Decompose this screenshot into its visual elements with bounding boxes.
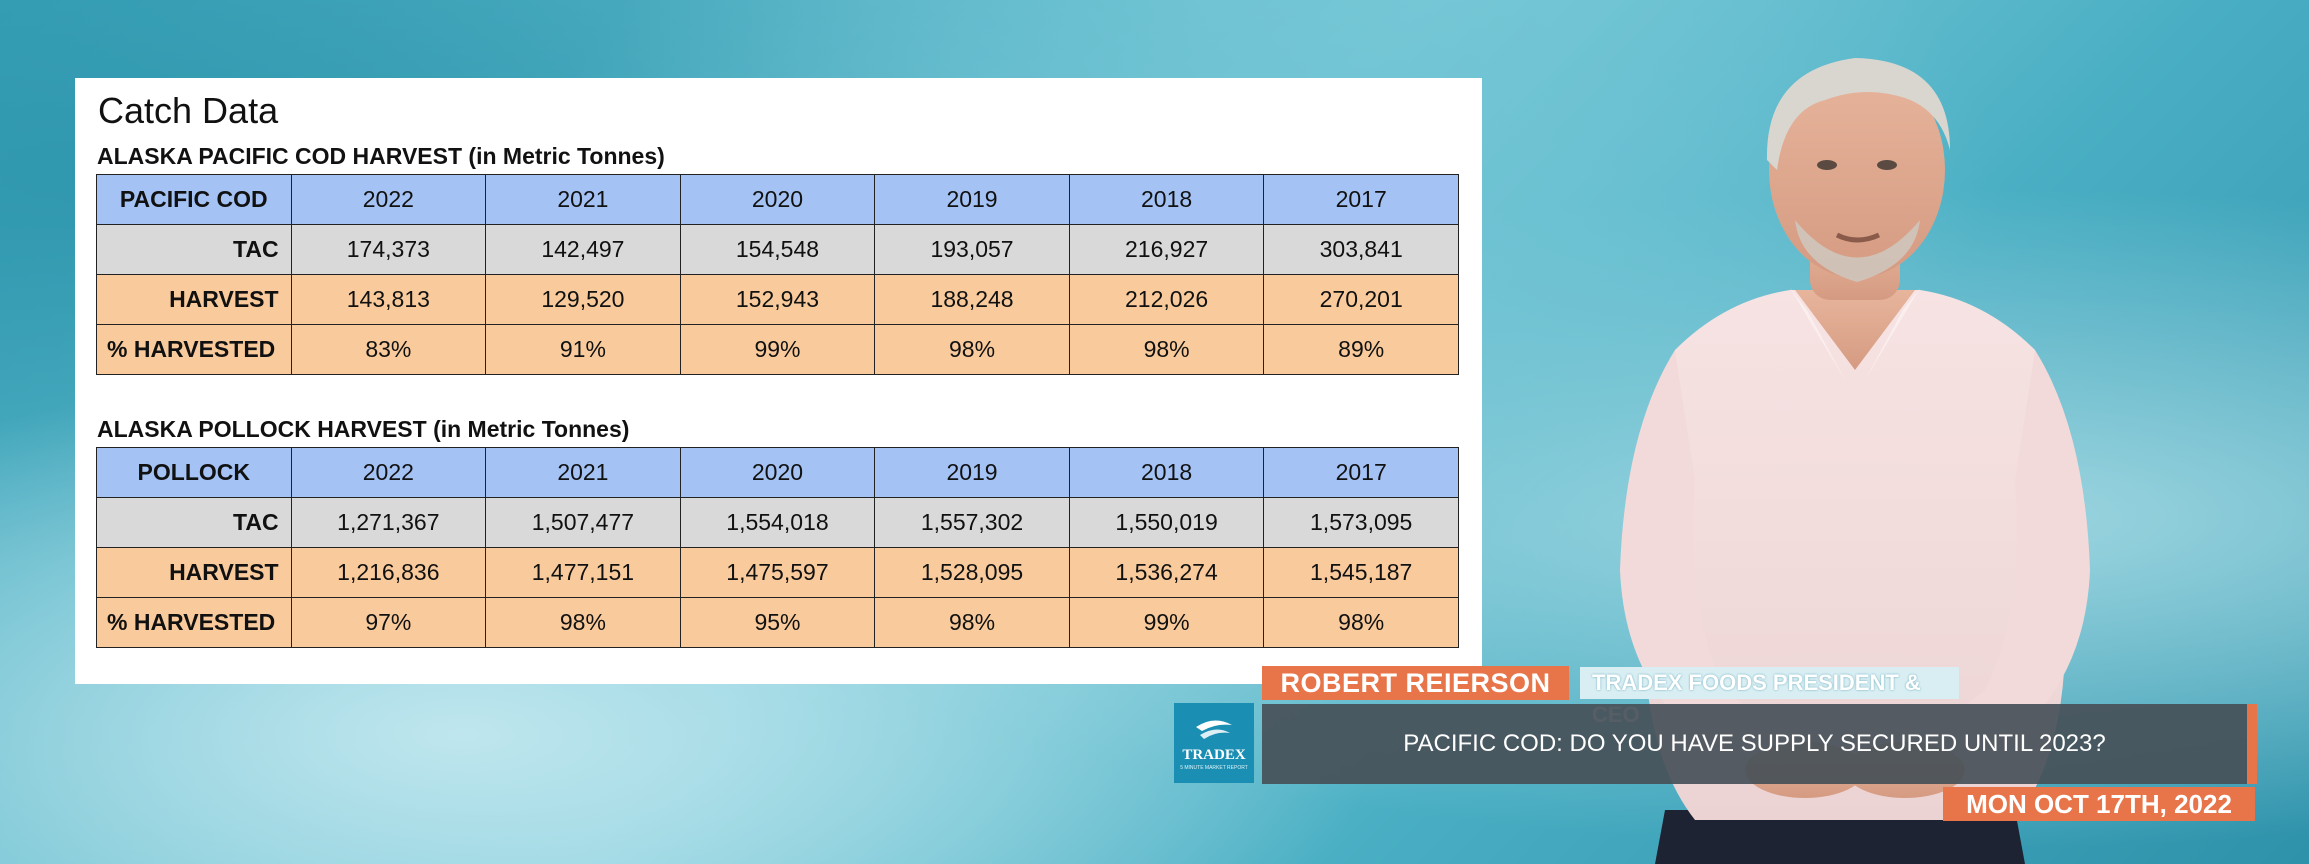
row-label: TAC	[96, 497, 292, 548]
table-header-cell: 2020	[679, 447, 876, 498]
tradex-logo: TRADEX 5 MINUTE MARKET REPORT	[1174, 703, 1254, 783]
table-cell: 152,943	[679, 274, 876, 325]
table-header-cell: 2017	[1263, 174, 1459, 225]
table-cell: 1,536,274	[1068, 547, 1265, 598]
table-cell: 89%	[1263, 324, 1459, 375]
table-header-cell: 2020	[679, 174, 876, 225]
row-label: HARVEST	[96, 547, 292, 598]
table-cell: 1,550,019	[1068, 497, 1265, 548]
table-cell: 98%	[485, 597, 681, 648]
table-row: % HARVESTED 97% 98% 95% 98% 99% 98%	[96, 597, 1459, 648]
table-cell: 99%	[1068, 597, 1265, 648]
table-cell: 1,477,151	[485, 547, 681, 598]
table-cell: 1,557,302	[874, 497, 1070, 548]
table-header-row: PACIFIC COD 2022 2021 2020 2019 2018 201…	[96, 174, 1459, 225]
table-cell: 1,475,597	[679, 547, 876, 598]
broadcast-date: MON OCT 17TH, 2022	[1943, 787, 2255, 821]
table-header-cell: 2022	[290, 447, 487, 498]
table-row: TAC 1,271,367 1,507,477 1,554,018 1,557,…	[96, 497, 1459, 548]
pollock-table-caption: ALASKA POLLOCK HARVEST (in Metric Tonnes…	[97, 416, 630, 442]
table-cell: 95%	[679, 597, 876, 648]
presenter-name: ROBERT REIERSON	[1262, 666, 1569, 700]
table-cell: 303,841	[1263, 224, 1459, 275]
table-header-cell: 2021	[485, 447, 681, 498]
row-label: % HARVESTED	[96, 324, 292, 375]
logo-name: TRADEX	[1182, 747, 1246, 763]
row-label: % HARVESTED	[96, 597, 292, 648]
table-header-cell: 2021	[485, 174, 681, 225]
table-row: HARVEST 1,216,836 1,477,151 1,475,597 1,…	[96, 547, 1459, 598]
table-cell: 98%	[1068, 324, 1265, 375]
panel-title: Catch Data	[98, 90, 279, 131]
table-cell: 97%	[290, 597, 487, 648]
fish-wave-icon	[1196, 720, 1232, 739]
table-cell: 99%	[679, 324, 876, 375]
table-cell: 270,201	[1263, 274, 1459, 325]
table-cell: 98%	[1263, 597, 1459, 648]
cod-harvest-table: PACIFIC COD 2022 2021 2020 2019 2018 201…	[96, 174, 1459, 375]
pollock-harvest-table: POLLOCK 2022 2021 2020 2019 2018 2017 TA…	[96, 447, 1459, 648]
table-row: HARVEST 143,813 129,520 152,943 188,248 …	[96, 274, 1459, 325]
presenter-role: TRADEX FOODS PRESIDENT & CEO	[1580, 667, 1959, 727]
table-row: % HARVESTED 83% 91% 99% 98% 98% 89%	[96, 324, 1459, 375]
table-header-cell: 2017	[1263, 447, 1459, 498]
table-header-row: POLLOCK 2022 2021 2020 2019 2018 2017	[96, 447, 1459, 498]
table-cell: 1,554,018	[679, 497, 876, 548]
table-cell: 216,927	[1068, 224, 1265, 275]
table-cell: 154,548	[679, 224, 876, 275]
table-cell: 1,528,095	[874, 547, 1070, 598]
table-cell: 91%	[485, 324, 681, 375]
table-cell: 174,373	[290, 224, 487, 275]
table-header-cell: PACIFIC COD	[96, 174, 292, 225]
table-cell: 193,057	[874, 224, 1070, 275]
table-header-cell: 2022	[290, 174, 487, 225]
table-cell: 143,813	[290, 274, 487, 325]
table-header-cell: POLLOCK	[96, 447, 292, 498]
table-cell: 142,497	[485, 224, 681, 275]
row-label: HARVEST	[96, 274, 292, 325]
table-cell: 188,248	[874, 274, 1070, 325]
headline-text: PACIFIC COD: DO YOU HAVE SUPPLY SECURED …	[1403, 730, 2106, 757]
table-cell: 1,271,367	[290, 497, 487, 548]
table-header-cell: 2019	[874, 447, 1070, 498]
table-header-cell: 2018	[1068, 447, 1265, 498]
table-header-cell: 2018	[1068, 174, 1265, 225]
logo-tagline: 5 MINUTE MARKET REPORT	[1180, 765, 1248, 771]
row-label: TAC	[96, 224, 292, 275]
headline-bar: PACIFIC COD: DO YOU HAVE SUPPLY SECURED …	[1262, 704, 2257, 784]
table-cell: 1,573,095	[1263, 497, 1459, 548]
table-cell: 83%	[290, 324, 487, 375]
table-cell: 98%	[874, 324, 1070, 375]
table-cell: 1,216,836	[290, 547, 487, 598]
table-header-cell: 2019	[874, 174, 1070, 225]
table-cell: 1,545,187	[1263, 547, 1459, 598]
table-cell: 129,520	[485, 274, 681, 325]
cod-table-caption: ALASKA PACIFIC COD HARVEST (in Metric To…	[97, 143, 665, 169]
table-cell: 98%	[874, 597, 1070, 648]
table-row: TAC 174,373 142,497 154,548 193,057 216,…	[96, 224, 1459, 275]
table-cell: 1,507,477	[485, 497, 681, 548]
catch-data-panel: Catch Data ALASKA PACIFIC COD HARVEST (i…	[75, 78, 1482, 684]
table-cell: 212,026	[1068, 274, 1265, 325]
